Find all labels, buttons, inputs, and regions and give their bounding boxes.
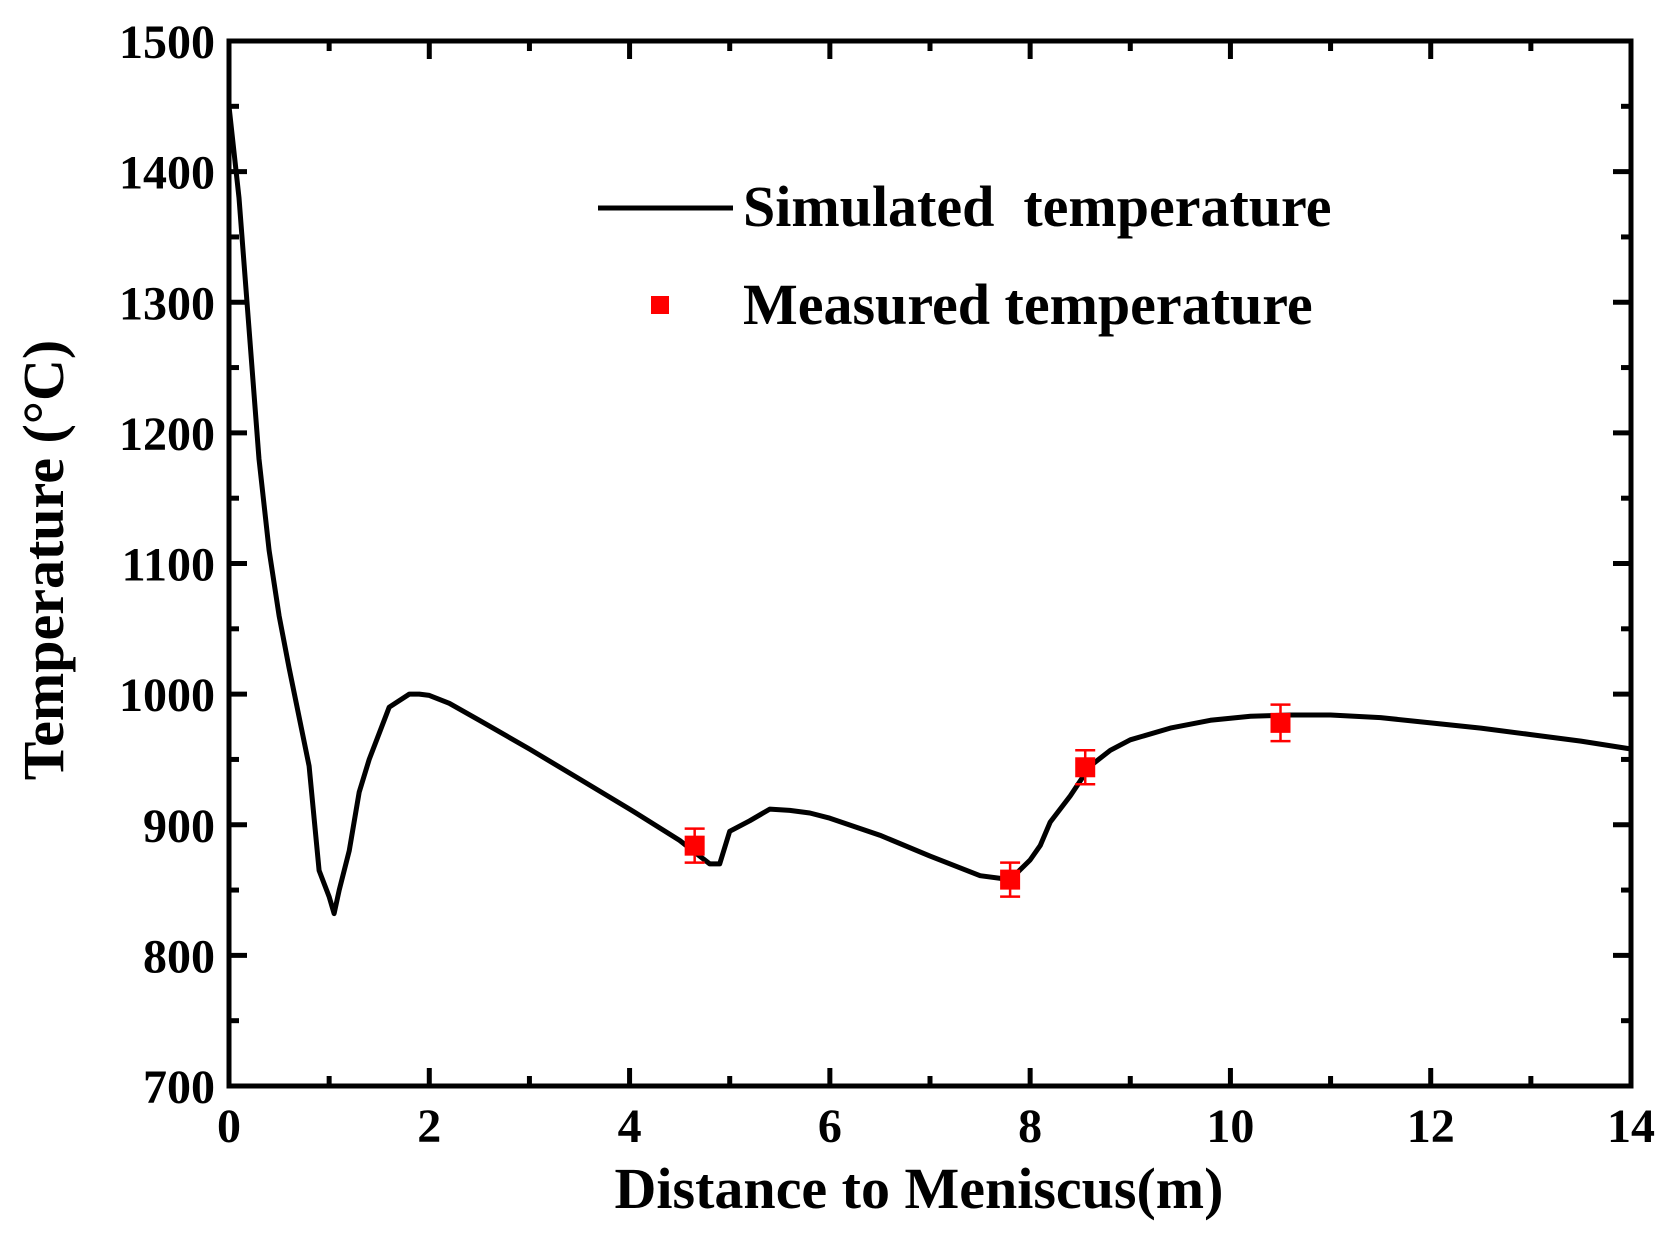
x-tick-label: 4 (618, 1100, 642, 1153)
measured-point-marker (684, 835, 705, 856)
x-tick-label: 6 (818, 1100, 842, 1153)
y-tick-label: 800 (143, 930, 215, 983)
y-tick-label: 900 (143, 800, 215, 853)
x-tick-label: 8 (1018, 1100, 1042, 1153)
y-tick-label: 700 (143, 1061, 215, 1114)
legend: Simulated temperature Measured temperatu… (598, 174, 1332, 337)
simulated-temperature-line (226, 106, 1632, 917)
y-tick-label: 1400 (119, 147, 215, 200)
x-tick-label: 10 (1206, 1100, 1254, 1153)
y-tick-label: 1300 (119, 277, 215, 330)
y-axis-title: Temperature (°C) (11, 340, 76, 780)
measured-point (684, 827, 705, 864)
legend-label-measured: Measured temperature (743, 272, 1313, 337)
measured-point-marker (1270, 712, 1291, 733)
y-tick-label: 1500 (119, 16, 215, 69)
x-axis-title: Distance to Meniscus(m) (615, 1156, 1224, 1221)
measured-point-marker (1000, 869, 1021, 890)
x-tick-label: 12 (1407, 1100, 1455, 1153)
legend-label-simulated: Simulated temperature (743, 174, 1332, 239)
y-tick-label: 1100 (122, 539, 215, 592)
measured-point-marker (1075, 757, 1096, 778)
measured-point (1000, 861, 1021, 898)
y-tick-label: 1000 (119, 669, 215, 722)
x-tick-label: 14 (1607, 1100, 1655, 1153)
x-tick-label: 0 (217, 1100, 241, 1153)
y-tick-label: 1200 (119, 408, 215, 461)
x-tick-label: 2 (417, 1100, 441, 1153)
measured-point (1270, 703, 1291, 743)
measured-point (1075, 749, 1096, 786)
legend-marker-swatch (651, 296, 669, 314)
